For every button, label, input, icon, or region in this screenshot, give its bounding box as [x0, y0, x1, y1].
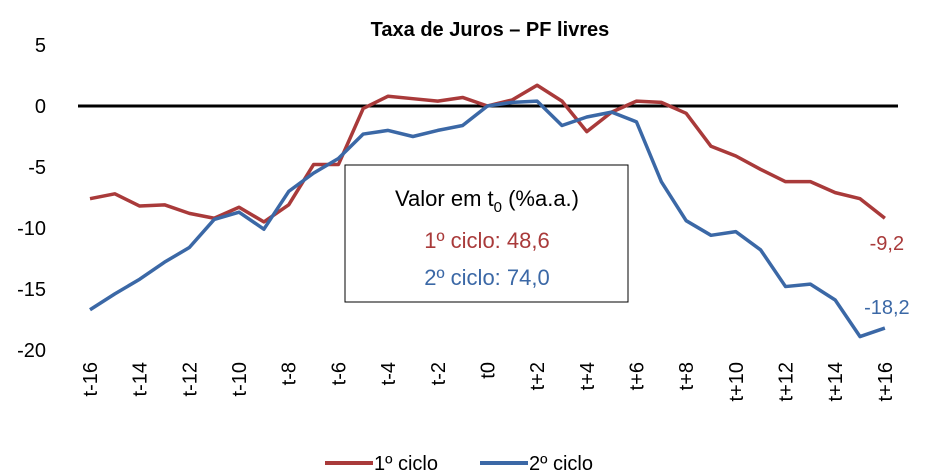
chart-title: Taxa de Juros – PF livres: [371, 19, 610, 41]
annotation-text: (%a.a.): [502, 186, 579, 211]
x-tick-label: t-4: [378, 362, 400, 385]
y-tick-label: -15: [17, 279, 46, 301]
x-tick-label: t-2: [428, 362, 450, 385]
x-tick-label: t-6: [328, 362, 350, 385]
x-tick-label: t-12: [179, 362, 201, 396]
x-tick-label: t-8: [279, 362, 301, 385]
x-tick-label: t+12: [776, 362, 798, 401]
annotation-line: 2º ciclo: 74,0: [424, 265, 549, 290]
x-tick-label: t-10: [229, 362, 251, 396]
data-label: -9,2: [870, 233, 904, 255]
annotation-line: 1º ciclo: 48,6: [424, 228, 549, 253]
x-tick-label: t-14: [130, 362, 152, 396]
annotation-heading: Valor em t0 (%a.a.): [395, 186, 579, 216]
annotation-subscript: 0: [494, 199, 502, 216]
annotation-text: Valor em t: [395, 186, 494, 211]
y-tick-label: -5: [28, 157, 46, 179]
legend-label: 1º ciclo: [374, 453, 438, 475]
annotation-box: [344, 164, 629, 303]
y-tick-label: -10: [17, 218, 46, 240]
y-tick-label: -20: [17, 340, 46, 362]
x-tick-label: t+2: [527, 362, 549, 390]
x-tick-label: t+10: [726, 362, 748, 401]
x-tick-label: t+14: [825, 362, 847, 401]
x-tick-label: t-16: [80, 362, 102, 396]
data-line: [89, 99, 886, 339]
x-tick-label: t+16: [875, 362, 897, 401]
x-tick-label: t0: [477, 362, 499, 379]
x-tick-label: t+6: [626, 362, 648, 390]
x-tick-label: t+4: [577, 362, 599, 390]
x-tick-label: t+8: [676, 362, 698, 390]
y-tick-label: 5: [35, 35, 46, 57]
data-label: -18,2: [864, 297, 910, 319]
legend-label: 2º ciclo: [529, 453, 593, 475]
y-tick-label: 0: [35, 96, 46, 118]
